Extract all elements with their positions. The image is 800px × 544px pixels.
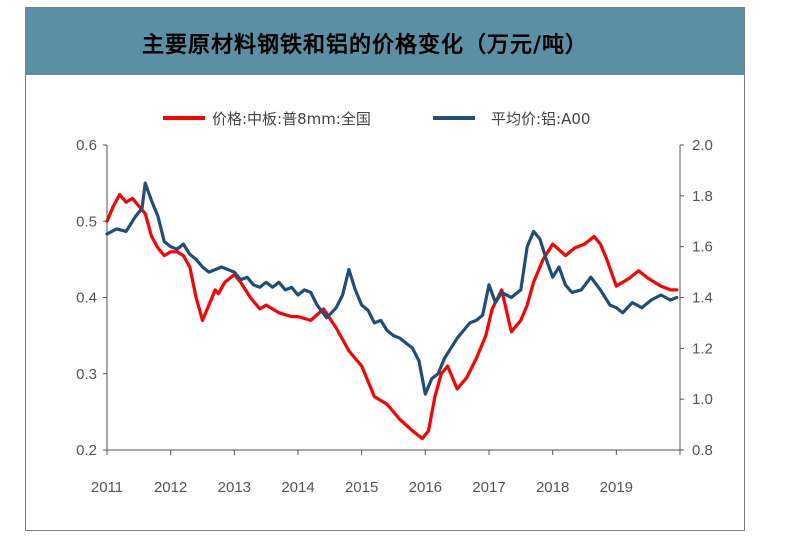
right-tick-label: 1.4 xyxy=(692,290,713,307)
x-tick-label: 2015 xyxy=(345,479,378,496)
steel-price-line xyxy=(105,193,679,441)
right-tick-label: 2.0 xyxy=(692,137,713,154)
left-tick-label: 0.2 xyxy=(76,442,97,459)
right-tick-label: 1.2 xyxy=(692,340,713,357)
left-tick-label: 0.5 xyxy=(76,213,97,230)
x-tick-label: 2019 xyxy=(600,479,633,496)
right-tick-label: 1.6 xyxy=(692,239,713,256)
x-tick-label: 2016 xyxy=(409,479,442,496)
right-tick-label: 0.8 xyxy=(692,442,713,459)
aluminum-price-line xyxy=(105,181,679,396)
x-tick-label: 2014 xyxy=(281,479,314,496)
legend-label-aluminum: 平均价:铝:A00 xyxy=(491,110,590,128)
left-tick-label: 0.4 xyxy=(76,290,97,307)
x-tick-label: 2017 xyxy=(472,479,505,496)
left-tick-label: 0.3 xyxy=(76,366,97,383)
x-tick-label: 2018 xyxy=(536,479,569,496)
right-tick-label: 1.8 xyxy=(692,188,713,205)
chart-frame: 主要原材料钢铁和铝的价格变化（万元/吨） xyxy=(25,7,745,531)
x-tick-label: 2013 xyxy=(218,479,251,496)
chart-title: 主要原材料钢铁和铝的价格变化（万元/吨） xyxy=(142,33,589,58)
x-tick-label: 2011 xyxy=(91,479,123,496)
title-bar: 主要原材料钢铁和铝的价格变化（万元/吨） xyxy=(26,8,744,75)
left-tick-label: 0.6 xyxy=(76,137,97,154)
x-tick-label: 2012 xyxy=(154,479,187,496)
right-tick-label: 1.0 xyxy=(692,391,713,408)
legend-label-steel: 价格:中板:普8mm:全国 xyxy=(212,110,371,128)
